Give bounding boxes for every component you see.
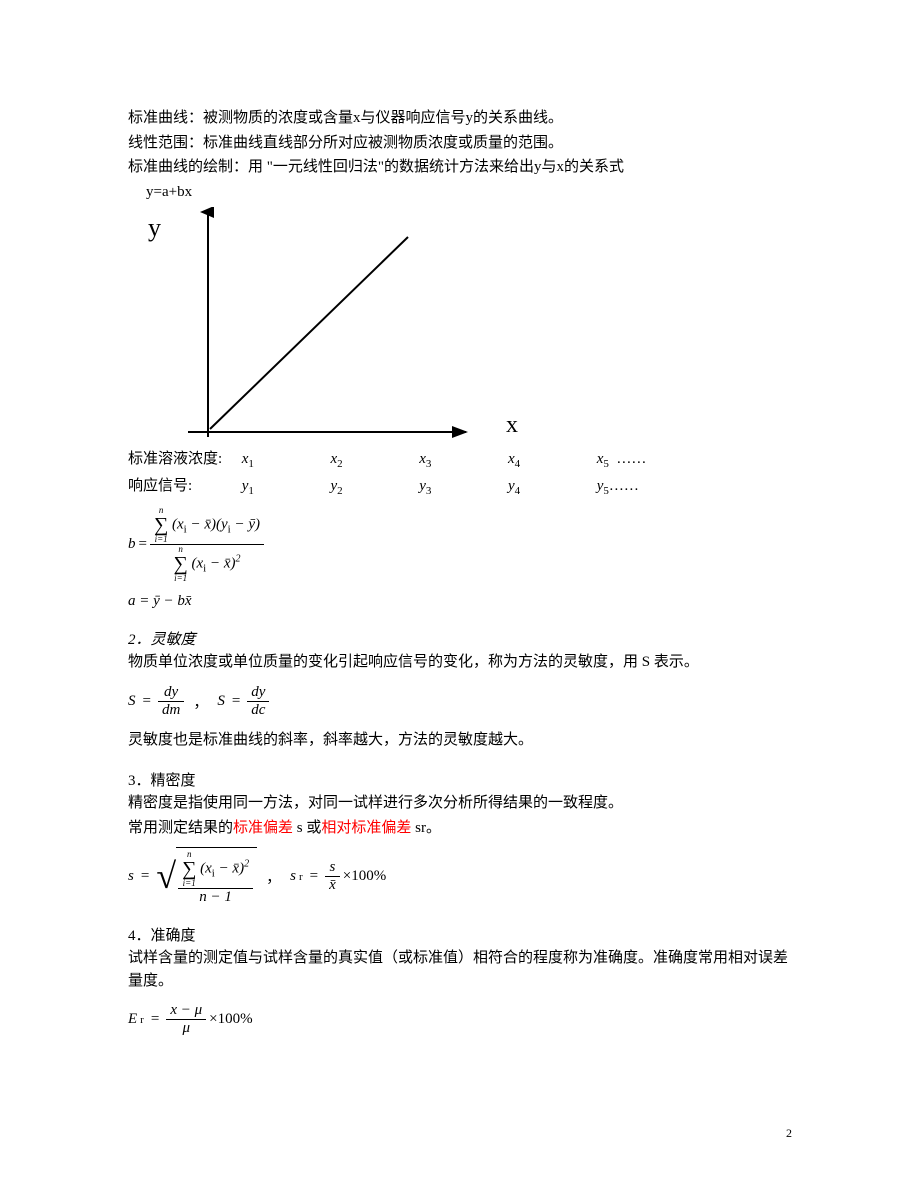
section-2-title: 2．灵敏度 xyxy=(128,628,792,649)
x-value-2: x2 xyxy=(331,447,416,474)
y-value-2: y2 xyxy=(331,474,416,501)
standard-curve-chart: y x xyxy=(148,207,478,447)
x-value-5: x5 …… xyxy=(597,447,647,474)
x-value-1: x1 xyxy=(242,447,327,474)
y-value-1: y1 xyxy=(242,474,327,501)
x-axis-label: x xyxy=(506,412,518,439)
y-value-4: y4 xyxy=(508,474,593,501)
formula-std-dev: s = √ n∑i=1 (xi − x̄)2 n − 1 ， sr = sx̄ … xyxy=(128,847,792,906)
y-axis-label: y xyxy=(148,213,161,243)
rel-std-deviation-text: 相对标准偏差 xyxy=(321,820,411,836)
x-value-3: x3 xyxy=(419,447,504,474)
intro-line-3: 标准曲线的绘制：用 "一元线性回归法"的数据统计方法来给出y与x的关系式 xyxy=(128,156,792,179)
chart-svg xyxy=(148,207,478,447)
section-3-line-2: 常用测定结果的标准偏差 s 或相对标准偏差 sr。 xyxy=(128,817,792,840)
intro-line-1: 标准曲线：被测物质的浓度或含量x与仪器响应信号y的关系曲线。 xyxy=(128,107,792,130)
section-2-body: 物质单位浓度或单位质量的变化引起响应信号的变化，称为方法的灵敏度，用 S 表示。 xyxy=(128,651,792,674)
intro-equation: y=a+bx xyxy=(128,181,792,204)
section-3-title: 3．精密度 xyxy=(128,769,792,790)
section-3-line-1: 精密度是指使用同一方法，对同一试样进行多次分析所得结果的一致程度。 xyxy=(128,792,792,815)
std-deviation-text: 标准偏差 xyxy=(233,820,293,836)
regression-line xyxy=(210,237,408,429)
section-4-title: 4．准确度 xyxy=(128,924,792,945)
formula-s: S = dydm ， S = dydc xyxy=(128,684,792,719)
y-value-3: y3 xyxy=(419,474,504,501)
page-number: 2 xyxy=(786,1126,792,1141)
section-2-note: 灵敏度也是标准曲线的斜率，斜率越大，方法的灵敏度越大。 xyxy=(128,729,792,752)
x-data-row: 标准溶液浓度: x1 x2 x3 x4 x5 …… xyxy=(128,447,792,474)
x-row-label: 标准溶液浓度: xyxy=(128,447,238,471)
formula-a: a = ȳ − bx̄ xyxy=(128,593,792,610)
y-row-label: 响应信号: xyxy=(128,474,238,498)
y-value-5: y5…… xyxy=(597,474,639,501)
x-value-4: x4 xyxy=(508,447,593,474)
formula-b: b = n∑i=1 (xi − x̄)(yi − ȳ) n∑i=1 (xi − … xyxy=(128,506,792,583)
y-data-row: 响应信号: y1 y2 y3 y4 y5…… xyxy=(128,474,792,501)
formula-er: Er = x − μμ ×100% xyxy=(128,1002,792,1037)
section-4-body: 试样含量的测定值与试样含量的真实值（或标准值）相符合的程度称为准确度。准确度常用… xyxy=(128,947,792,992)
intro-line-2: 线性范围：标准曲线直线部分所对应被测物质浓度或质量的范围。 xyxy=(128,132,792,155)
